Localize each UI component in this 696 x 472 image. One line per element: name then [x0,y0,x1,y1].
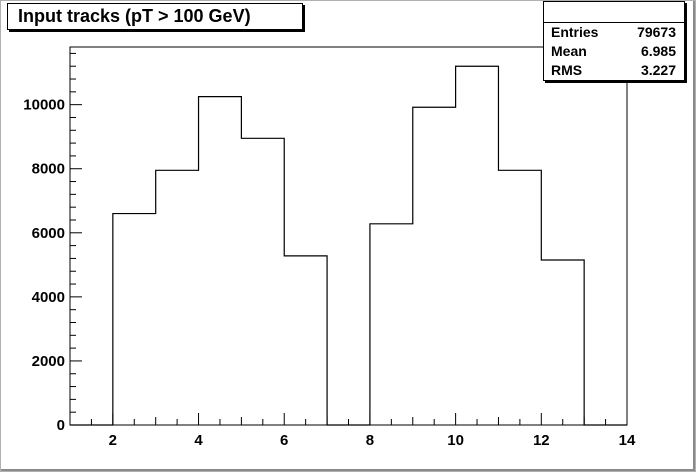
x-tick-label: 10 [447,432,464,449]
histogram-bin [199,97,242,425]
histogram-bin [541,260,584,425]
histogram-bin [370,224,413,425]
x-tick-label: 8 [366,432,374,449]
histogram-bin [498,170,541,425]
canvas-shadow-right [693,1,695,471]
y-tick-label: 10000 [23,97,65,114]
stats-row-mean: Mean 6.985 [544,42,684,61]
stats-header [544,2,684,23]
x-tick-label: 12 [533,432,550,449]
histogram-bin [413,107,456,425]
histogram-bin [156,170,199,425]
stats-row-rms: RMS 3.227 [544,61,684,80]
x-tick-label: 4 [194,432,203,449]
y-tick-label: 8000 [32,161,65,178]
stats-value-mean: 6.985 [640,43,676,59]
histogram-bin [284,256,327,425]
stats-row-entries: Entries 79673 [544,23,684,42]
x-tick-label: 6 [280,432,288,449]
stats-label-rms: RMS [551,62,583,78]
x-tick-label: 14 [619,432,636,449]
histogram-bin [113,214,156,425]
canvas-shadow-bottom [1,469,695,471]
y-tick-label: 0 [57,417,65,434]
stats-label-mean: Mean [551,43,587,59]
stats-value-rms: 3.227 [640,62,676,78]
stats-value-entries: 79673 [637,24,676,40]
y-tick-label: 6000 [32,225,65,242]
y-tick-label: 2000 [32,353,65,370]
x-tick-label: 2 [109,432,117,449]
histogram-bin [241,138,284,425]
stats-box: Entries 79673 Mean 6.985 RMS 3.227 [543,1,685,81]
chart-title: Input tracks (pT > 100 GeV) [7,3,303,30]
stats-label-entries: Entries [551,24,599,40]
y-tick-label: 4000 [32,289,65,306]
histogram-bin [456,66,499,425]
